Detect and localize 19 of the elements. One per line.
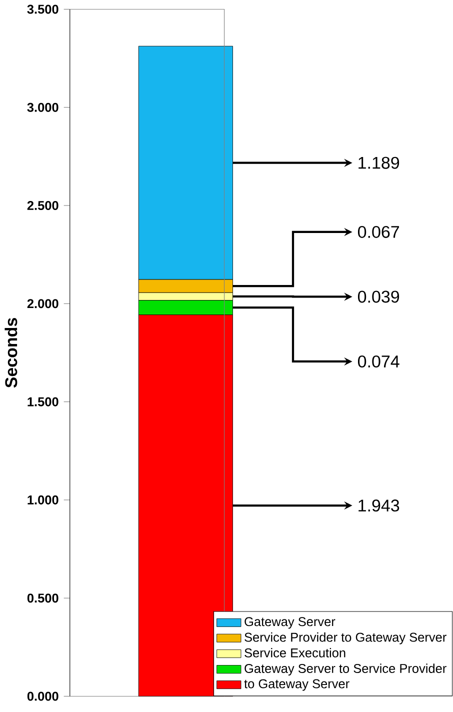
y-tick-label: 1.500 xyxy=(28,397,58,406)
y-tick-label: 3.500 xyxy=(27,4,58,14)
legend-label: Gateway Server xyxy=(244,617,336,629)
data-label: 1.943 xyxy=(358,500,400,512)
legend-label: Service Execution xyxy=(244,648,346,658)
data-label: 0.074 xyxy=(358,355,400,368)
data-label: 0.067 xyxy=(358,226,400,238)
y-tick-label: 2.000 xyxy=(28,299,58,308)
y-tick-label: 0.000 xyxy=(28,692,58,701)
y-tick-label: 3.000 xyxy=(27,102,58,112)
y-tick-label: 2.500 xyxy=(28,201,58,210)
data-label: 1.189 xyxy=(358,156,400,169)
data-label: 0.039 xyxy=(358,290,400,303)
legend-label: Gateway Server to Service Provider xyxy=(244,664,447,676)
y-tick-label: 0.500 xyxy=(28,594,58,603)
y-tick-label: 1.000 xyxy=(28,495,58,504)
y-axis-title: Seconds xyxy=(4,318,18,388)
legend-label: Service Provider to Gateway Server xyxy=(244,632,447,644)
legend-label: to Gateway Server xyxy=(244,679,350,691)
